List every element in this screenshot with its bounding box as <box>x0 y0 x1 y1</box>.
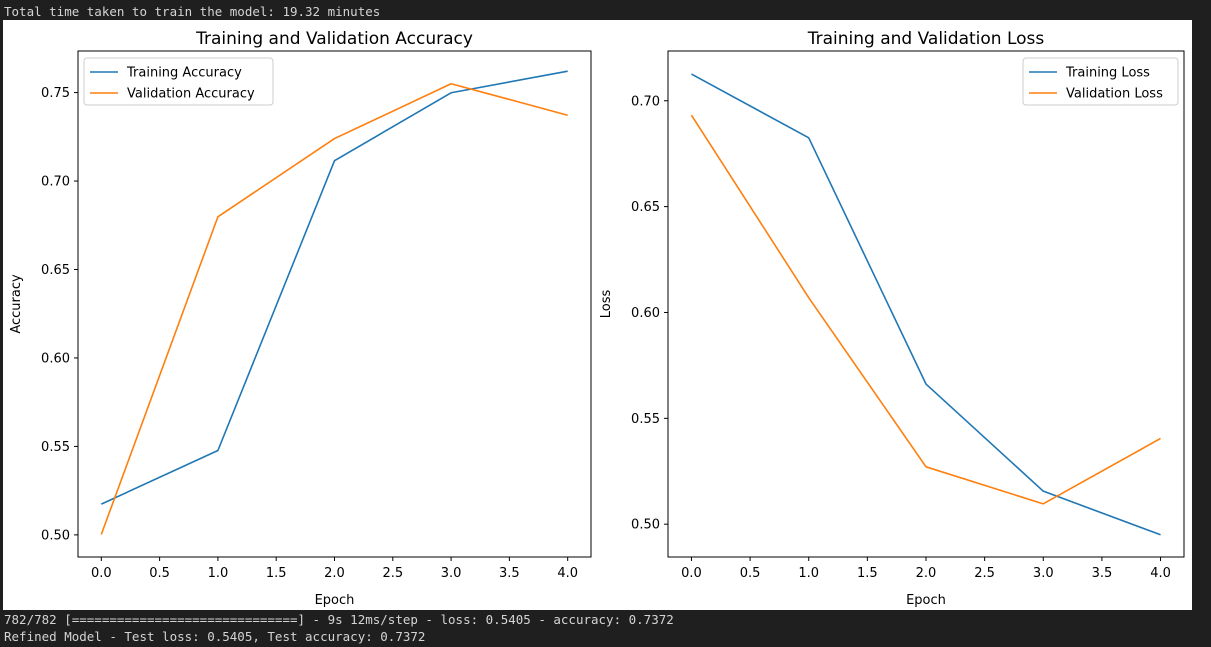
accuracy-x-tick-label: 1.5 <box>266 566 287 581</box>
loss-x-tick-label: 3.5 <box>1092 566 1113 581</box>
figure-canvas: Training and Validation Accuracy Epoch Acc… <box>9 29 1185 608</box>
loss-series-line-2 <box>690 114 1161 505</box>
accuracy-x-tick-label: 2.5 <box>382 566 403 581</box>
accuracy-y-tick-label: 0.55 <box>41 440 70 455</box>
loss-series-line-1 <box>691 73 1161 536</box>
accuracy-x-tick-label: 0.5 <box>149 566 170 581</box>
accuracy-x-tick-label: 2.0 <box>324 566 345 581</box>
accuracy-y-axis-label: Accuracy <box>9 274 24 334</box>
accuracy-x-tick-label: 4.0 <box>557 566 578 581</box>
accuracy-x-tick-label: 3.5 <box>499 566 520 581</box>
loss-y-tick-label: 0.55 <box>631 412 660 427</box>
console-output-test-results: Refined Model - Test loss: 0.5405, Test … <box>4 629 426 644</box>
loss-x-tick-label: 1.0 <box>798 566 819 581</box>
accuracy-legend-label-2: Validation Accuracy <box>127 87 255 102</box>
accuracy-chart: Training and Validation Accuracy Epoch Acc… <box>9 29 592 608</box>
figure-panel: Training and Validation Accuracy Epoch Acc… <box>3 20 1192 610</box>
accuracy-x-tick-label: 1.0 <box>208 566 229 581</box>
accuracy-y-tick-label: 0.50 <box>41 528 70 543</box>
loss-plot-frame <box>667 50 1185 558</box>
loss-chart: Training and Validation Loss Epoch Loss 0.0… <box>599 29 1185 608</box>
accuracy-y-tick-label: 0.70 <box>41 175 70 190</box>
accuracy-y-tick-label: 0.65 <box>41 263 70 278</box>
loss-y-tick-label: 0.70 <box>631 94 660 109</box>
accuracy-series-line-1 <box>100 70 568 505</box>
accuracy-y-tick-label: 0.60 <box>41 351 70 366</box>
accuracy-x-axis-label: Epoch <box>315 593 355 608</box>
loss-legend-label-1: Training Loss <box>1065 66 1150 81</box>
accuracy-x-tick-label: 0.0 <box>91 566 112 581</box>
console-output-training-time: Total time taken to train the model: 19.… <box>4 4 381 19</box>
accuracy-plot-frame <box>77 50 592 558</box>
loss-y-tick-label: 0.60 <box>631 306 660 321</box>
loss-x-tick-label: 2.0 <box>916 566 937 581</box>
loss-x-tick-label: 0.5 <box>740 566 761 581</box>
accuracy-chart-title: Training and Validation Accuracy <box>195 29 473 49</box>
loss-legend-label-2: Validation Loss <box>1066 87 1163 102</box>
loss-y-axis-label: Loss <box>599 290 614 319</box>
accuracy-y-tick-label: 0.75 <box>41 86 70 101</box>
loss-x-tick-label: 4.0 <box>1150 566 1171 581</box>
console-output-evaluation-progress: 782/782 [==============================]… <box>4 612 674 627</box>
loss-y-tick-label: 0.65 <box>631 200 660 215</box>
accuracy-legend-label-1: Training Accuracy <box>126 66 242 81</box>
loss-x-tick-label: 2.5 <box>974 566 995 581</box>
loss-chart-title: Training and Validation Loss <box>807 29 1045 49</box>
loss-x-axis-label: Epoch <box>906 593 946 608</box>
loss-legend-box <box>1022 57 1179 106</box>
loss-x-tick-label: 0.0 <box>681 566 702 581</box>
loss-x-tick-label: 3.0 <box>1033 566 1054 581</box>
accuracy-x-tick-label: 3.0 <box>441 566 462 581</box>
loss-y-tick-label: 0.50 <box>631 518 660 533</box>
accuracy-legend-box <box>83 57 274 106</box>
accuracy-series-line-2 <box>100 82 568 535</box>
loss-x-tick-label: 1.5 <box>857 566 878 581</box>
